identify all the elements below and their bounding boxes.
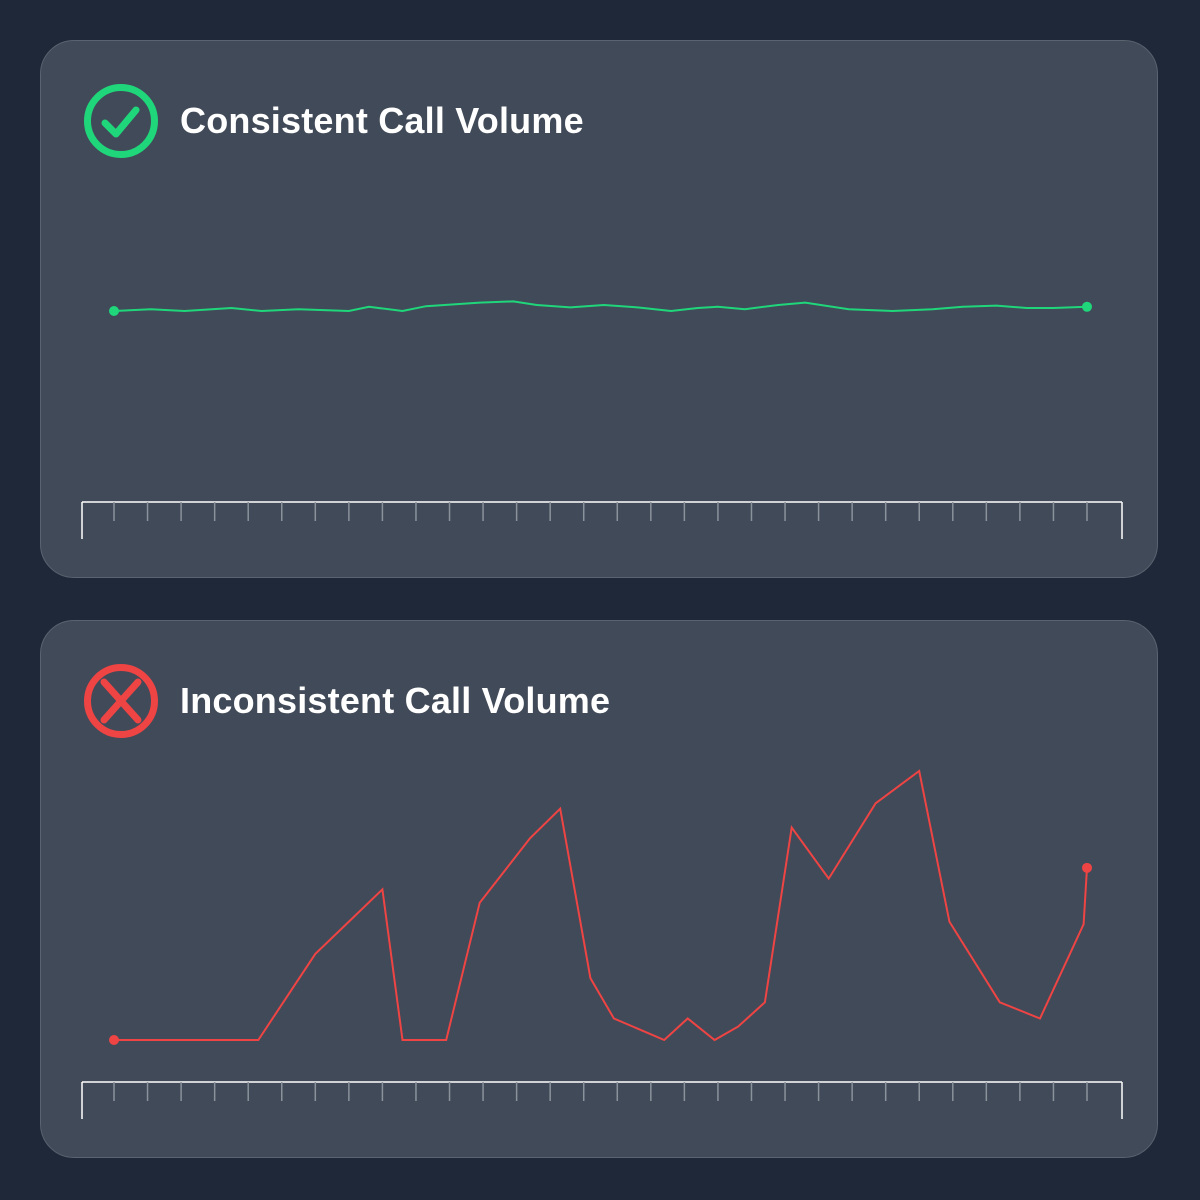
consistent-panel: Consistent Call Volume [40,40,1158,578]
check-circle-icon [84,84,158,158]
series-line [113,300,1088,313]
series-end-point [1082,862,1092,873]
series-end-point [1082,301,1092,312]
series-line [114,769,1088,1042]
x-circle-icon [84,664,158,738]
consistent-call-volume-chart [81,300,1123,539]
panel-title: Inconsistent Call Volume [180,680,611,721]
panel-title: Consistent Call Volume [180,100,584,141]
inconsistent-call-volume-chart [81,769,1123,1119]
series-start-point [109,1035,119,1045]
series-start-point [109,306,119,316]
inconsistent-panel: Inconsistent Call Volume [40,620,1158,1158]
